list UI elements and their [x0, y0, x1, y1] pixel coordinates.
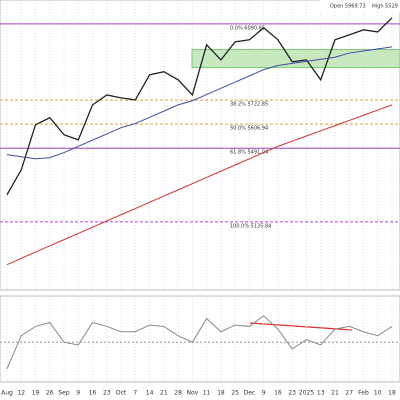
x-tick-label: 18	[388, 390, 396, 397]
x-tick-label: 9	[76, 390, 80, 397]
x-tick-label: 11	[203, 390, 211, 397]
fib-label: 38.2% 5722.85	[230, 102, 268, 108]
x-tick-label: Sep	[58, 390, 70, 397]
fib-label: 61.8% 5491.04	[230, 150, 268, 156]
x-tick-label: Aug	[1, 390, 13, 397]
x-tick-label: 25	[231, 390, 239, 397]
series-line	[6, 315, 393, 369]
series-line	[6, 17, 393, 196]
header-open: Open 5969.73	[330, 4, 366, 10]
fib-label: 100.0% 5135.84	[230, 223, 271, 229]
price-panel	[0, 0, 400, 291]
x-tick-label: 9	[262, 390, 266, 397]
x-tick-label: Dec	[244, 390, 256, 397]
x-tick-label: 7	[133, 390, 137, 397]
x-tick-label: 18	[217, 390, 225, 397]
x-tick-label: 23	[288, 390, 296, 397]
fib-label: 0.0% 6090.85	[230, 25, 265, 31]
x-tick-label: 19	[32, 390, 40, 397]
x-tick-label: 23	[103, 390, 111, 397]
fib-label: 50.0% 5606.94	[230, 126, 268, 132]
x-tick-label: 13	[317, 390, 325, 397]
support-zone	[191, 49, 400, 69]
x-tick-label: 2025	[299, 390, 314, 397]
x-tick-label: 16	[274, 390, 282, 397]
x-tick-label: Nov	[187, 390, 199, 397]
x-tick-label: Oct	[116, 390, 127, 397]
x-tick-label: 12	[17, 390, 25, 397]
rsi-panel	[0, 295, 400, 383]
x-tick-label: 14	[146, 390, 154, 397]
x-tick-label: 16	[89, 390, 97, 397]
series-line	[6, 104, 393, 266]
x-tick-label: 21	[160, 390, 168, 397]
x-tick-label: 10	[374, 390, 382, 397]
x-tick-label: 21	[331, 390, 339, 397]
header-bg	[320, 0, 400, 12]
series-line	[6, 46, 393, 160]
x-tick-label: 27	[345, 390, 353, 397]
x-tick-label: 28	[174, 390, 182, 397]
x-tick-label: Feb	[358, 390, 369, 397]
x-tick-label: 26	[46, 390, 54, 397]
header-high: High 5529	[372, 4, 398, 10]
